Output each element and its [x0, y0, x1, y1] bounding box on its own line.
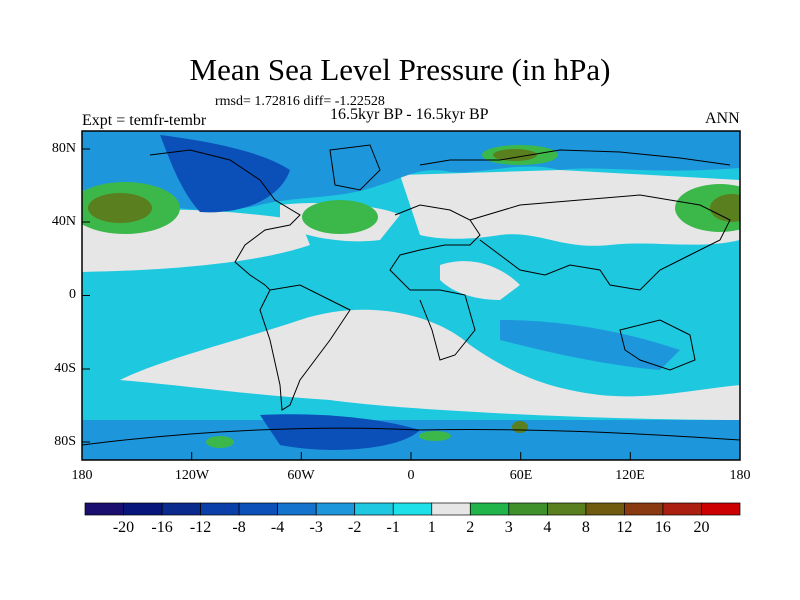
- colorbar-label: 8: [581, 519, 590, 536]
- colorbar-label: 4: [543, 519, 552, 536]
- map-field: [82, 131, 740, 460]
- colorbar-swatch: [469, 502, 510, 516]
- subtitle: 16.5kyr BP - 16.5kyr BP: [330, 106, 489, 123]
- lat-label-80s: 80S: [54, 434, 76, 449]
- coast-australia: [619, 319, 696, 371]
- lat-label-40n: 40N: [51, 214, 76, 229]
- colorbar-swatch: [431, 502, 471, 516]
- colorbar-label: -8: [232, 519, 246, 536]
- coast-greenland: [329, 144, 381, 191]
- high-n-pacific-east-core: [710, 194, 740, 222]
- coast-africa-europe: [389, 204, 481, 361]
- colorbar-label: 12: [616, 519, 633, 536]
- coast-antarctica: [82, 427, 740, 446]
- colorbar-swatch: [123, 502, 163, 516]
- high-siberia-core: [493, 149, 537, 161]
- lat-label-80n: 80N: [51, 141, 76, 156]
- colorbar-label: 1: [427, 519, 436, 536]
- blue-zone-antarctic: [82, 420, 740, 460]
- colorbar-swatch: [546, 502, 587, 516]
- colorbar-swatch: [392, 502, 433, 516]
- colorbar-swatch: [200, 502, 240, 516]
- lon-label-120w: 120W: [174, 468, 210, 483]
- colorbar-swatch: [624, 502, 664, 516]
- colorbar-swatch: [238, 502, 278, 516]
- high-n-pacific-west-core: [88, 193, 152, 223]
- lon-label-60w: 60W: [287, 468, 315, 483]
- gray-zone-southern: [120, 309, 740, 420]
- chart-title: Mean Sea Level Pressure (in hPa): [189, 52, 611, 87]
- axis-ticks: [81, 148, 741, 460]
- colorbar-label: -20: [112, 519, 135, 536]
- colorbar-swatch: [161, 502, 201, 516]
- gray-zone-eurasia: [400, 170, 740, 246]
- lon-label-180e: 180: [729, 468, 751, 483]
- colorbar: [84, 502, 741, 516]
- blue-zone-indian: [500, 320, 680, 370]
- high-antarctic-3: [512, 421, 528, 433]
- gray-zone-africa: [440, 261, 520, 300]
- coastlines: [82, 144, 740, 446]
- darkblue-zone-antarctic: [260, 414, 420, 450]
- coast-south-america: [259, 284, 351, 411]
- lat-label-40s: 40S: [54, 361, 76, 376]
- lon-label-60e: 60E: [509, 468, 533, 483]
- colorbar-label: -3: [309, 519, 323, 536]
- colorbar-label: -4: [270, 519, 285, 536]
- lon-label-0: 0: [407, 468, 415, 483]
- coast-arctic-eurasia: [419, 149, 731, 166]
- colorbar-label: 2: [466, 519, 475, 536]
- colorbar-swatch: [84, 502, 124, 516]
- colorbar-swatch: [508, 502, 548, 516]
- coast-north-america: [149, 149, 301, 291]
- colorbar-swatch: [662, 502, 702, 516]
- experiment-label: Expt = temfr-tembr: [82, 112, 207, 129]
- colorbar-swatch: [315, 502, 356, 516]
- lon-label-120e: 120E: [615, 468, 645, 483]
- colorbar-label: -1: [386, 519, 400, 536]
- high-antarctic-2: [419, 431, 451, 441]
- stats-text: rmsd= 1.72816 diff= -1.22528: [215, 94, 385, 109]
- colorbar-label: 20: [693, 519, 710, 536]
- coast-asia: [469, 194, 731, 291]
- colorbar-swatch: [354, 502, 394, 516]
- colorbar-label: 3: [504, 519, 513, 536]
- colorbar-swatch: [585, 502, 625, 516]
- colorbar-label: 16: [654, 519, 671, 536]
- colorbar-swatch: [701, 502, 741, 516]
- high-n-atlantic: [302, 200, 378, 234]
- lon-label-180w: 180: [71, 468, 93, 483]
- colorbar-swatch: [277, 502, 317, 516]
- colorbar-label: -16: [151, 519, 173, 536]
- high-antarctic-1: [206, 436, 234, 448]
- colorbar-label: -2: [348, 519, 362, 536]
- season-label: ANN: [705, 110, 740, 127]
- colorbar-label: -12: [189, 519, 212, 536]
- darkblue-zone-n-america: [160, 135, 290, 213]
- lat-label-0: 0: [69, 287, 76, 302]
